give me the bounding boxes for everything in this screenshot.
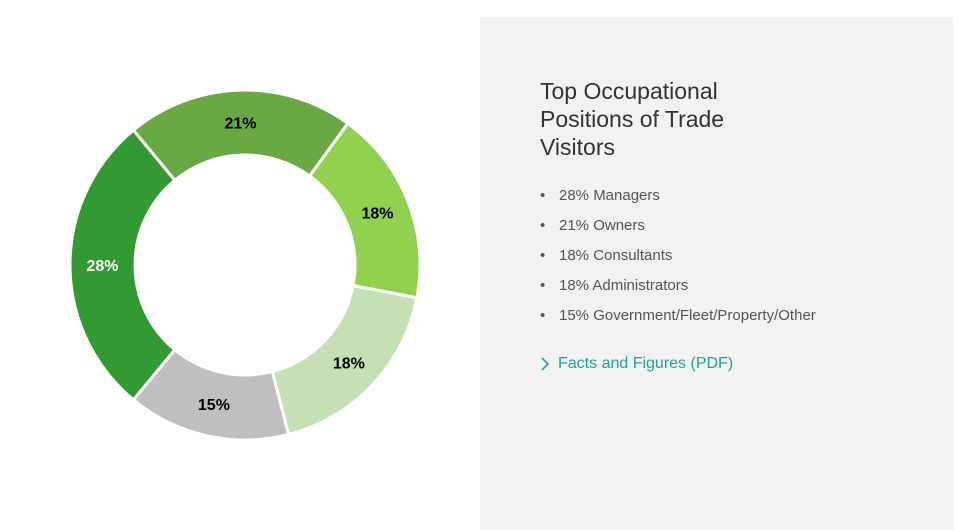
- facts-and-figures-link[interactable]: Facts and Figures (PDF): [540, 355, 733, 373]
- list-item: • 15% Government/Fleet/Property/Other: [540, 303, 816, 333]
- list-item: • 28% Managers: [540, 183, 816, 213]
- list-item-text: 21% Owners: [559, 217, 645, 234]
- donut-slice-government-fleet-property-other: [131, 347, 291, 442]
- bullet-icon: •: [540, 247, 546, 264]
- bullet-icon: •: [540, 277, 546, 294]
- slice-label: 21%: [225, 116, 257, 133]
- list-item: • 18% Consultants: [540, 243, 816, 273]
- info-panel: Top Occupational Positions of Trade Visi…: [480, 17, 953, 530]
- list-item-text: 15% Government/Fleet/Property/Other: [559, 307, 816, 324]
- bullet-icon: •: [540, 307, 546, 324]
- chevron-right-icon: [541, 357, 550, 371]
- list-item: • 21% Owners: [540, 213, 816, 243]
- bullet-icon: •: [540, 217, 546, 234]
- slice-label: 18%: [333, 356, 365, 373]
- slice-label: 28%: [86, 258, 118, 275]
- list-item-text: 28% Managers: [559, 187, 660, 204]
- slice-label: 15%: [198, 397, 230, 414]
- bullet-icon: •: [540, 187, 546, 204]
- facts-link-label: Facts and Figures (PDF): [558, 355, 734, 372]
- stat-list: • 28% Managers • 21% Owners • 18% Consultan…: [540, 183, 816, 333]
- donut-chart: 28% 21% 18% 18% 15%: [40, 60, 450, 470]
- list-item: • 18% Administrators: [540, 273, 816, 303]
- donut-slice-managers: [68, 128, 177, 402]
- list-item-text: 18% Consultants: [559, 247, 673, 264]
- list-item-text: 18% Administrators: [559, 277, 689, 294]
- slice-label: 18%: [361, 206, 393, 223]
- donut-chart-svg: 28% 21% 18% 18% 15%: [68, 88, 422, 442]
- panel-title: Top Occupational Positions of Trade Visi…: [540, 78, 725, 160]
